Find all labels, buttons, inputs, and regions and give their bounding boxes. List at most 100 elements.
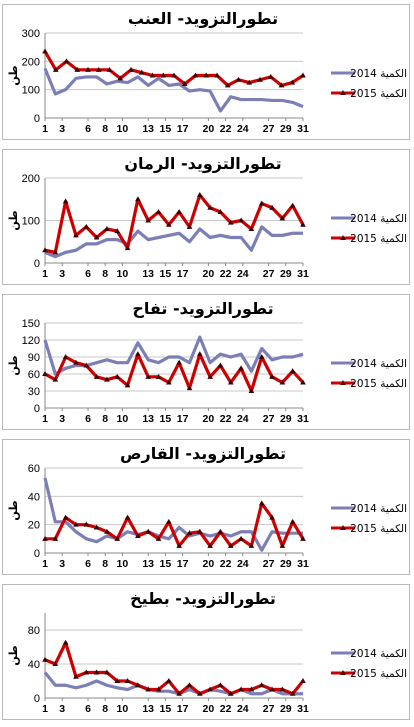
data-point-marker [166,518,172,524]
data-point-marker [52,661,59,666]
chart-title: تطورالتزويد- القارص [120,444,286,463]
data-point-marker [248,226,255,231]
data-point-marker [160,72,167,78]
x-tick-label: 24 [237,268,249,280]
data-point-marker [52,66,59,72]
data-point-marker [207,373,213,379]
legend-marker [340,525,346,530]
y-tick-label: 0 [34,403,40,415]
data-point-marker [235,76,242,82]
y-tick-label: 300 [22,28,40,40]
x-tick-label: 22 [220,703,232,715]
data-point-marker [258,500,265,506]
legend-marker [340,670,346,675]
y-tick-label: 0 [34,258,40,270]
y-tick-label: 200 [22,56,40,68]
series-line-2014 [43,671,303,696]
data-point-marker [83,669,90,675]
data-point-marker [155,686,162,692]
x-tick-label: 22 [220,123,232,135]
legend-label: الكمية 2014 [350,358,407,370]
legend-label: الكمية 2015 [350,88,407,100]
data-point-marker [269,514,275,520]
data-point-marker [269,686,275,692]
y-axis-label: طن [7,65,20,85]
chart-panel-5: 0 40 80 طن 1 3 6 8 10 13 15 17 20 22 24 27 29 31 تطورالتزو… [2,584,410,720]
data-point-marker [258,354,265,359]
data-point-marker [62,514,69,520]
x-tick-label: 15 [160,558,172,570]
data-point-marker [192,72,199,78]
chart-title: تطورالتزويد- العنب [128,9,278,28]
data-point-marker [145,217,151,223]
data-point-marker [128,66,134,72]
data-point-marker [114,228,121,234]
data-point-marker [73,359,79,365]
x-tick-label: 17 [177,123,189,135]
data-point-marker [135,351,141,357]
data-point-marker [114,373,121,379]
data-point-marker [114,535,121,541]
chart-svg: 0 20 40 60 طن 1 3 6 8 10 13 15 17 20 22 24 27 29 31 تطورالت… [7,444,407,570]
x-tick-label: 15 [160,123,172,135]
series-line-2014 [43,477,303,552]
x-tick-label: 29 [280,558,292,570]
chart-panel-3: 0 30 60 90 120 150 طن 1 3 6 8 10 13 15 17 20 22 24 27 29 31 ت… [2,294,410,430]
y-tick-label: 0 [34,113,40,125]
data-point-marker [74,66,81,72]
x-tick-label: 13 [142,268,154,280]
data-point-marker [258,200,265,206]
x-tick-label: 6 [85,123,91,135]
data-point-marker [278,82,285,88]
data-point-marker [63,58,70,64]
data-point-marker [269,373,275,379]
x-tick-label: 10 [117,268,129,280]
data-point-marker [124,514,131,520]
data-point-marker [214,72,220,78]
x-tick-label: 1 [42,703,48,715]
x-tick-label: 10 [117,703,129,715]
data-point-marker [104,669,110,675]
series-line-2014 [44,225,303,259]
data-point-marker [289,368,296,374]
data-point-marker [62,354,69,359]
data-point-marker [145,686,151,692]
x-tick-label: 29 [280,123,292,135]
data-point-marker [279,215,286,221]
x-tick-label: 27 [263,123,275,135]
data-point-marker [289,79,296,85]
data-point-marker [300,678,306,683]
x-tick-label: 1 [42,123,48,135]
x-tick-label: 3 [59,123,65,135]
y-axis-label: طن [7,210,20,230]
data-point-marker [83,223,90,229]
x-tick-label: 6 [85,413,91,425]
x-tick-label: 17 [177,268,189,280]
data-point-marker [186,385,193,391]
x-tick-label: 27 [263,268,275,280]
data-point-marker [155,535,162,541]
data-point-marker [289,690,296,696]
data-point-marker [52,376,59,382]
data-point-marker [95,66,102,72]
x-tick-label: 17 [177,558,189,570]
y-tick-label: 80 [28,625,40,637]
x-tick-label: 27 [263,703,275,715]
x-tick-label: 13 [142,413,154,425]
data-point-marker [166,678,172,683]
data-point-marker [186,530,193,536]
legend-label: الكمية 2014 [350,503,407,515]
x-tick-label: 22 [220,413,232,425]
data-point-marker [246,79,253,85]
data-point-marker [186,223,193,229]
data-point-marker [217,682,224,688]
data-point-marker [203,72,210,78]
data-point-marker [267,73,274,79]
data-point-marker [197,528,203,534]
data-point-marker [155,209,162,214]
data-point-marker [176,209,182,214]
x-tick-label: 24 [237,123,249,135]
legend-marker [340,380,346,385]
x-tick-label: 8 [102,123,108,135]
data-point-marker [289,518,296,524]
